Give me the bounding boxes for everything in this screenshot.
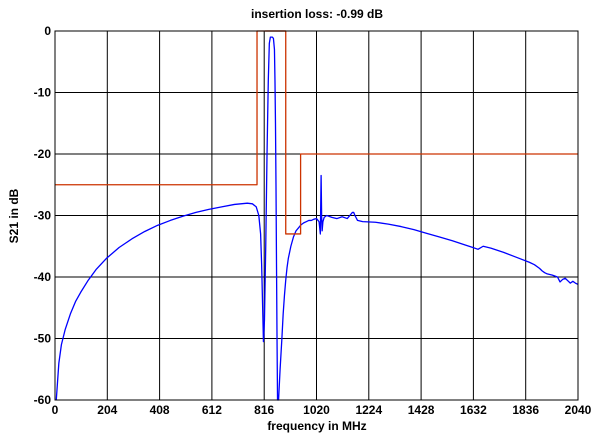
- y-tick-label: -20: [34, 147, 52, 161]
- y-tick-label: -40: [34, 270, 52, 284]
- y-tick-label: -60: [34, 393, 52, 407]
- x-tick-label: 1836: [512, 403, 539, 417]
- series-line-1: [55, 36, 579, 401]
- x-tick-label: 1632: [460, 403, 487, 417]
- y-tick-label: -50: [34, 332, 52, 346]
- x-tick-label: 408: [150, 403, 170, 417]
- x-tick-label: 204: [97, 403, 117, 417]
- x-tick-label: 1224: [355, 403, 382, 417]
- x-tick-label: 0: [52, 403, 59, 417]
- grid-lines: [55, 31, 578, 400]
- x-tick-label: 816: [254, 403, 274, 417]
- y-axis-label: S21 in dB: [7, 188, 21, 243]
- y-tick-label: 0: [44, 24, 51, 38]
- x-tick-label: 2040: [565, 403, 592, 417]
- x-tick-label: 1428: [408, 403, 435, 417]
- x-tick-label: 1020: [303, 403, 330, 417]
- x-tick-label: 612: [202, 403, 222, 417]
- y-tick-label: -10: [34, 86, 52, 100]
- plot-frame: [54, 30, 579, 401]
- y-tick-label: -30: [34, 209, 52, 223]
- chart-title: insertion loss: -0.99 dB: [251, 7, 383, 21]
- tick-labels: 0 204 408 612 816 1020 1224 1428 1632 1836 2040 0 -1…: [34, 24, 592, 417]
- series-line-2: [55, 30, 578, 235]
- x-axis-label: frequency in MHz: [267, 419, 366, 433]
